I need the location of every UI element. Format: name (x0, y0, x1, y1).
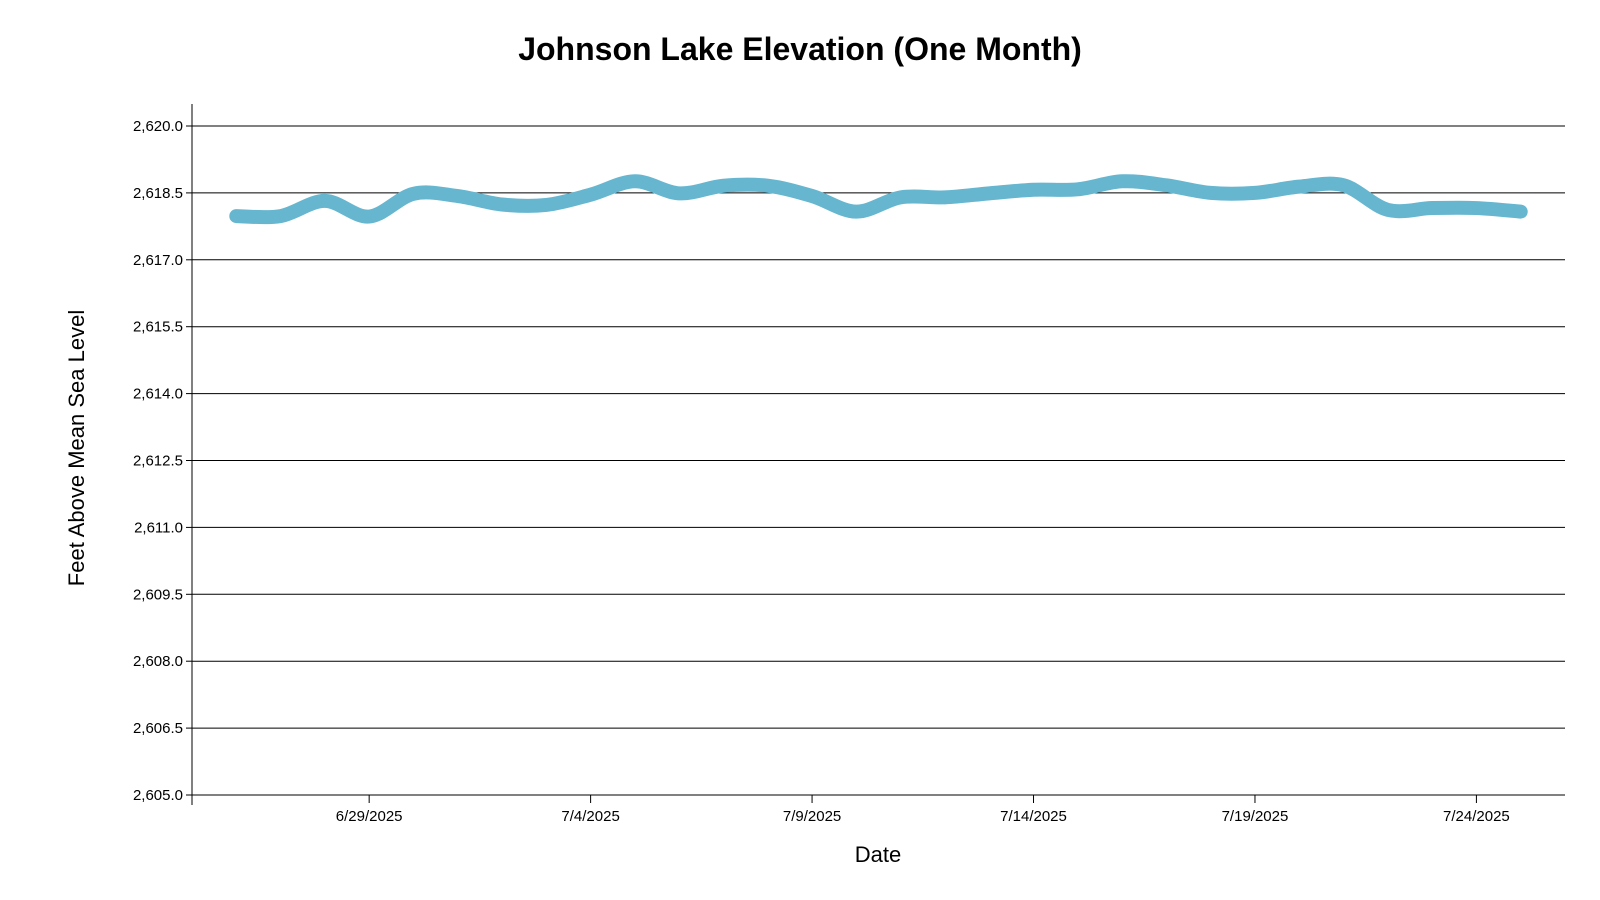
y-tick-label: 2,609.5 (133, 586, 183, 603)
elevation-data-point (1209, 191, 1213, 195)
y-tick-label: 2,606.5 (133, 720, 183, 737)
elevation-data-point (899, 195, 903, 199)
elevation-data-point (1519, 210, 1523, 214)
x-tick-label: 7/14/2025 (1000, 808, 1067, 825)
x-tick-label: 7/24/2025 (1443, 808, 1510, 825)
elevation-data-point (987, 191, 991, 195)
y-tick-label: 2,605.0 (133, 787, 183, 804)
elevation-data-point (279, 214, 283, 218)
chart-title: Johnson Lake Elevation (One Month) (518, 31, 1082, 67)
elevation-data-point (943, 195, 947, 199)
x-tick-label: 6/29/2025 (336, 808, 403, 825)
y-axis-label: Feet Above Mean Sea Level (64, 310, 89, 586)
elevation-data-point (1430, 206, 1434, 210)
elevation-data-point (1342, 183, 1346, 187)
y-tick-label: 2,620.0 (133, 118, 183, 135)
elevation-data-point (1076, 187, 1080, 191)
elevation-data-point (589, 193, 593, 197)
y-tick-label: 2,618.5 (133, 185, 183, 202)
elevation-data-point (500, 202, 504, 206)
elevation-data-point (1032, 188, 1036, 192)
elevation-data-point (1253, 191, 1257, 195)
y-tick-label: 2,612.5 (133, 453, 183, 470)
elevation-data-point (1297, 185, 1301, 189)
elevation-data-point (544, 203, 548, 207)
series-layer (229, 174, 1528, 225)
elevation-data-point (1474, 206, 1478, 210)
elevation-data-point (456, 194, 460, 198)
elevation-data-point (721, 184, 725, 188)
y-tick-label: 2,617.0 (133, 252, 183, 269)
x-tick-label: 7/19/2025 (1222, 808, 1289, 825)
y-axis-ticks: 2,605.0 2,606.5 2,608.0 2,609.5 2,611.0 2,612… (133, 118, 192, 804)
y-tick-label: 2,614.0 (133, 386, 183, 403)
x-tick-label: 7/4/2025 (561, 808, 619, 825)
elevation-data-point (323, 199, 327, 203)
elevation-data-point (766, 184, 770, 188)
y-tick-label: 2,611.0 (134, 519, 183, 536)
y-tick-label: 2,615.5 (133, 319, 183, 336)
elevation-data-point (810, 194, 814, 198)
x-axis-label: Date (855, 842, 901, 867)
y-tick-label: 2,608.0 (133, 653, 183, 670)
elevation-data-point (633, 179, 637, 183)
elevation-data-point (234, 214, 238, 218)
elevation-data-point (854, 210, 858, 214)
elevation-data-point (367, 215, 371, 219)
elevation-data-point (1120, 179, 1124, 183)
x-tick-label: 7/9/2025 (783, 808, 841, 825)
axes (191, 104, 1565, 805)
x-axis-ticks: 6/29/2025 7/4/2025 7/9/2025 7/14/2025 7/19/2… (336, 795, 1510, 825)
gridlines (192, 125, 1565, 796)
elevation-data-point (411, 192, 415, 196)
elevation-data-point (1386, 208, 1390, 212)
elevation-data-point (1164, 183, 1168, 187)
elevation-series-line (229, 174, 1528, 225)
elevation-data-point (677, 191, 681, 195)
